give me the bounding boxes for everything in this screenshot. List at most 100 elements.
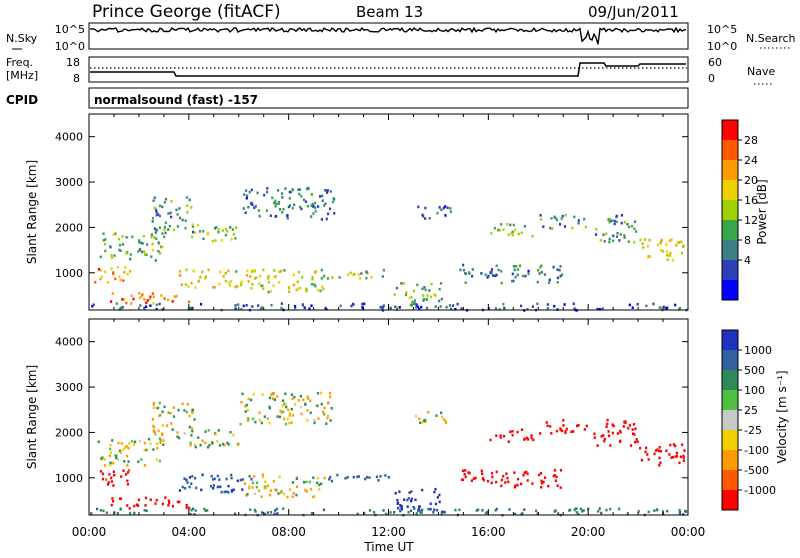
power-cell bbox=[99, 255, 102, 259]
velocity-cell bbox=[208, 443, 211, 447]
velocity-cell bbox=[357, 475, 360, 478]
power-cell bbox=[543, 273, 546, 276]
power-cell bbox=[274, 275, 277, 278]
velocity-cell bbox=[156, 446, 159, 450]
power-cell bbox=[426, 294, 429, 297]
power-cell bbox=[436, 211, 439, 215]
power-cell bbox=[245, 274, 248, 277]
velocity-cell bbox=[184, 487, 187, 490]
power-cell bbox=[314, 206, 317, 209]
power-cell bbox=[331, 276, 334, 279]
velocity-cell bbox=[245, 403, 248, 407]
velocity-cell bbox=[568, 509, 571, 512]
power-cell bbox=[224, 227, 227, 231]
power-cell bbox=[361, 302, 364, 306]
power-cell bbox=[94, 280, 97, 284]
power-cell bbox=[202, 237, 205, 241]
velocity-cell bbox=[555, 475, 558, 479]
velocity-y-axis: 4000 3000 2000 1000 bbox=[55, 336, 688, 485]
velocity-cell bbox=[363, 511, 366, 515]
power-cell bbox=[551, 227, 554, 230]
power-cell bbox=[420, 305, 423, 309]
power-cell bbox=[185, 268, 188, 272]
power-cell bbox=[352, 303, 355, 306]
velocity-cell bbox=[631, 432, 635, 435]
velocity-cell bbox=[201, 439, 204, 443]
power-cell bbox=[416, 305, 419, 309]
velocity-cell bbox=[304, 402, 307, 406]
velocity-cell bbox=[248, 486, 251, 490]
power-cell bbox=[555, 218, 559, 222]
power-cell bbox=[659, 241, 662, 245]
power-cell bbox=[245, 189, 248, 192]
x-tick-label: 04:00 bbox=[172, 525, 207, 539]
velocity-cell bbox=[482, 478, 485, 482]
velocity-cell bbox=[454, 508, 457, 512]
velocity-cell bbox=[328, 477, 331, 481]
velocity-cell bbox=[539, 432, 542, 435]
velocity-cell bbox=[194, 445, 197, 449]
power-cell bbox=[563, 303, 566, 306]
power-cell bbox=[573, 307, 576, 310]
velocity-cell bbox=[458, 508, 461, 512]
power-cell bbox=[274, 199, 277, 203]
power-cell bbox=[184, 226, 187, 230]
power-cell bbox=[110, 267, 113, 270]
velocity-cell bbox=[123, 460, 126, 463]
power-cell bbox=[250, 286, 253, 290]
velocity-cell bbox=[606, 422, 609, 426]
power-cell bbox=[320, 268, 323, 272]
velocity-cell bbox=[264, 480, 267, 484]
power-cell bbox=[440, 297, 443, 301]
power-cell bbox=[321, 194, 324, 198]
power-cell bbox=[394, 305, 397, 308]
velocity-cell bbox=[399, 509, 402, 513]
velocity-cell bbox=[111, 439, 114, 442]
power-cell bbox=[413, 299, 416, 302]
power-cell bbox=[158, 204, 162, 208]
power-cell bbox=[572, 302, 575, 306]
power-cell bbox=[106, 281, 110, 284]
power-cell bbox=[291, 188, 294, 191]
velocity-colorbar-tick-label: -500 bbox=[744, 464, 769, 477]
velocity-cell bbox=[442, 418, 445, 421]
velocity-cell bbox=[246, 409, 250, 412]
power-cell bbox=[271, 196, 274, 200]
power-cell bbox=[278, 270, 281, 273]
velocity-cell bbox=[246, 419, 250, 423]
power-cell bbox=[234, 285, 237, 289]
power-cell bbox=[109, 245, 112, 249]
power-cell bbox=[121, 235, 124, 238]
power-cell bbox=[151, 292, 154, 295]
velocity-cell bbox=[583, 428, 586, 431]
velocity-cell bbox=[570, 430, 573, 434]
velocity-cell bbox=[399, 504, 402, 507]
power-cell bbox=[428, 217, 431, 220]
power-cell bbox=[206, 231, 210, 235]
velocity-cell bbox=[105, 478, 108, 481]
velocity-cell bbox=[167, 411, 170, 415]
velocity-cell bbox=[306, 395, 309, 398]
power-cell bbox=[139, 296, 142, 299]
velocity-cell bbox=[443, 510, 446, 514]
power-cell bbox=[275, 202, 278, 206]
velocity-cell bbox=[377, 479, 380, 482]
power-colorbar-swatch bbox=[722, 260, 738, 281]
velocity-cell bbox=[158, 437, 161, 440]
power-cell bbox=[104, 249, 107, 253]
power-cell bbox=[300, 195, 303, 198]
power-cell bbox=[460, 307, 463, 310]
velocity-cell bbox=[547, 484, 550, 488]
velocity-cell bbox=[658, 456, 661, 460]
velocity-cell bbox=[420, 511, 423, 514]
power-cell bbox=[615, 214, 618, 218]
power-cell bbox=[125, 236, 128, 239]
power-cell bbox=[633, 227, 636, 231]
power-cell bbox=[184, 219, 187, 222]
velocity-cell bbox=[546, 424, 549, 428]
nsky-trace bbox=[89, 26, 687, 45]
power-cell bbox=[449, 207, 452, 210]
velocity-cell bbox=[364, 477, 367, 481]
velocity-cell bbox=[128, 442, 131, 445]
velocity-cell bbox=[310, 511, 314, 515]
